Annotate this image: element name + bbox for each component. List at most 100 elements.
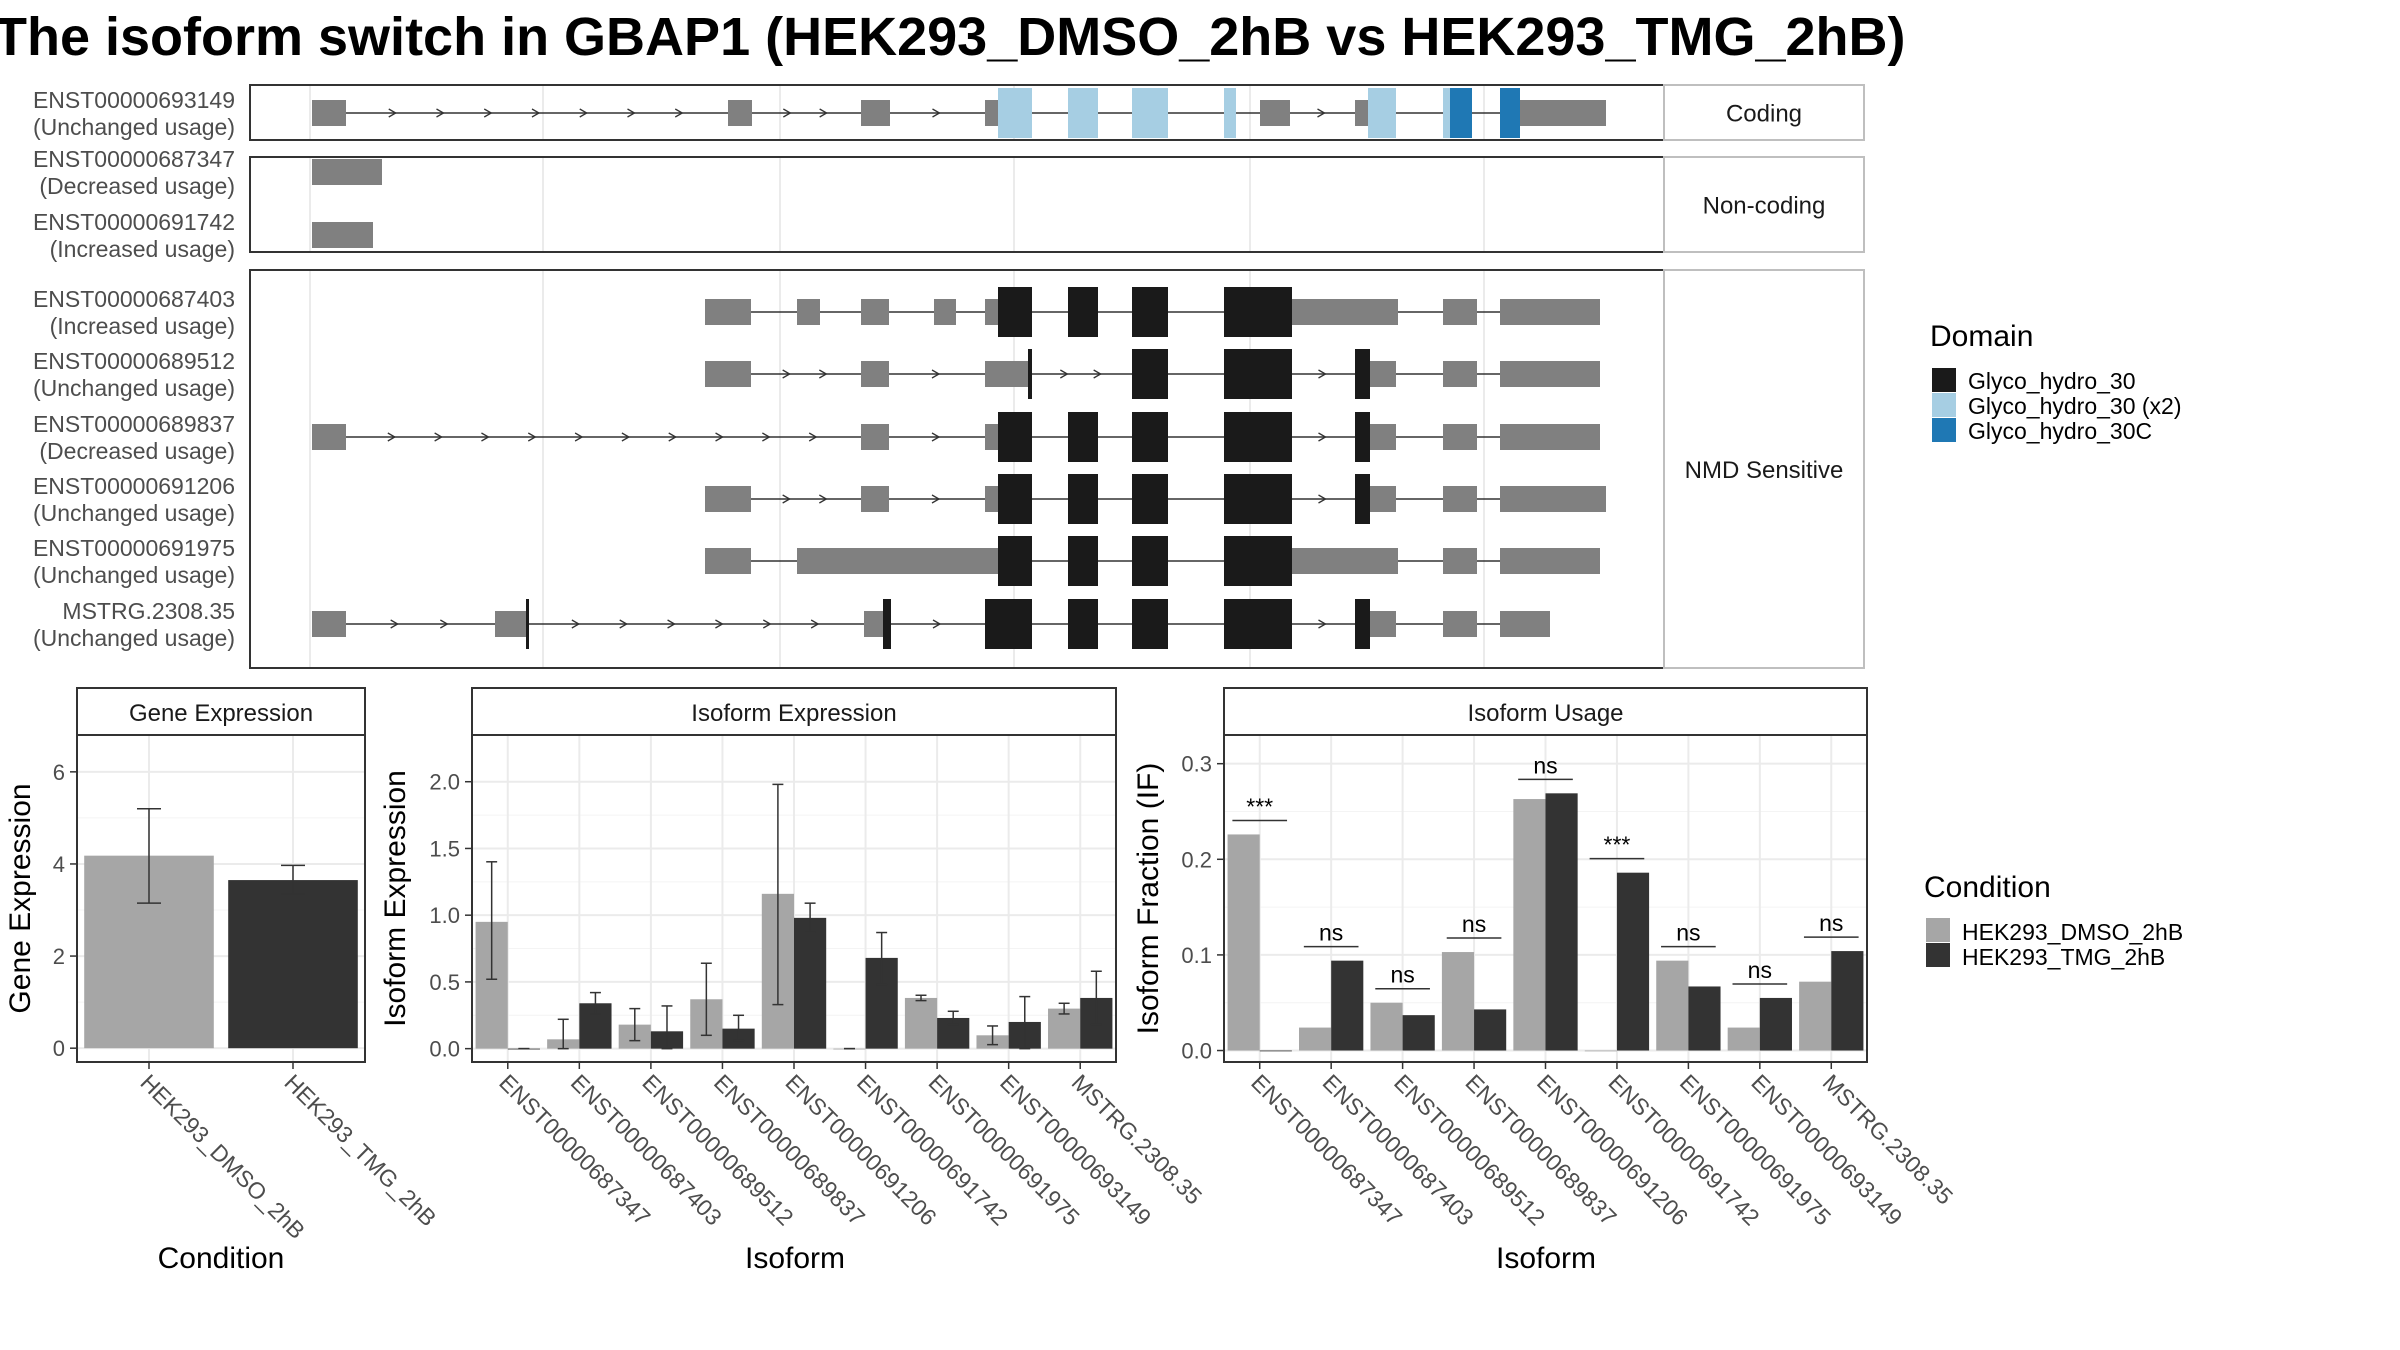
intron-arrow: [810, 619, 820, 629]
intron-arrow: [387, 432, 397, 442]
intron-arrow: [819, 108, 828, 118]
intron-arrow: [819, 494, 828, 504]
exon-block: [312, 611, 346, 637]
y-tick-label: 2.0: [429, 770, 460, 795]
exon-block: [797, 299, 820, 325]
intron-arrow: [436, 108, 445, 118]
bar: [1616, 872, 1650, 1051]
transcript-usage: (Increased usage): [50, 313, 235, 339]
exon-block: [1272, 100, 1290, 126]
domain-block: [998, 287, 1032, 337]
transcript-panel: ENST00000687347(Decreased usage) ENST0000…: [33, 146, 1865, 262]
exon-block: [1010, 361, 1028, 387]
panel-background: [250, 270, 1664, 668]
intron-arrow: [1318, 432, 1327, 442]
domain-block: [1068, 287, 1098, 337]
bar: [1727, 1027, 1760, 1051]
domain-block: [998, 88, 1032, 138]
transcript-id: ENST00000687403: [33, 286, 235, 312]
intron-arrow: [783, 108, 792, 118]
exon-block: [1500, 611, 1550, 637]
domain-block: [526, 599, 529, 649]
exon-block: [312, 159, 382, 185]
domain-block: [1355, 599, 1370, 649]
transcript-panel: ENST00000687403(Increased usage) ENST0000…: [33, 269, 1865, 669]
domain-block: [1443, 88, 1450, 138]
exon-block: [1500, 361, 1600, 387]
chart-title: Isoform Usage: [1467, 700, 1623, 727]
exon-block: [1443, 611, 1477, 637]
intron-arrow: [1093, 369, 1102, 379]
y-tick-label: 0.0: [1181, 1039, 1212, 1064]
exon-block: [705, 486, 751, 512]
transcript-id: ENST00000691742: [33, 209, 235, 235]
intron-arrow: [715, 432, 724, 442]
exon-block: [861, 299, 889, 325]
significance-label: ***: [1246, 793, 1273, 819]
exon-block: [985, 424, 998, 450]
domain-block: [1224, 349, 1292, 399]
intron-arrow: [762, 619, 772, 629]
domain-block: [1132, 412, 1168, 462]
intron-arrow: [782, 494, 791, 504]
transcript-usage: (Unchanged usage): [33, 114, 235, 140]
domain-block: [1224, 474, 1292, 524]
transcript-usage: (Unchanged usage): [33, 500, 235, 526]
exon-block: [1310, 299, 1398, 325]
domain-block: [1368, 88, 1396, 138]
transcript-id: ENST00000689512: [33, 348, 235, 374]
legend-swatch: [1926, 943, 1950, 967]
domain-block: [998, 474, 1032, 524]
domain-block: [1068, 474, 1098, 524]
domain-block: [1068, 599, 1098, 649]
domain-block: [1355, 349, 1370, 399]
exon-block: [728, 100, 752, 126]
transcript-panel: ENST00000693149(Unchanged usage) Coding: [33, 84, 1865, 141]
exon-block: [861, 100, 890, 126]
intron-arrow: [715, 619, 724, 629]
intron-arrow: [808, 432, 818, 442]
bar-charts: Gene Expression 0 2 4 6 HEK293_DMSO_2hBHEK293…: [4, 687, 1958, 1275]
domain-block: [1132, 599, 1168, 649]
chart: Isoform Expression0.00.51.01.52.0ENST000…: [379, 687, 1207, 1275]
domain-block: [998, 536, 1032, 586]
bar: [1831, 951, 1864, 1051]
domain-block: [1355, 474, 1370, 524]
y-axis-label: Isoform Expression: [379, 770, 412, 1027]
x-tick-label: MSTRG.2308.35: [1067, 1069, 1207, 1209]
y-axis-label: Gene Expression: [4, 783, 37, 1013]
exon-block: [312, 222, 373, 248]
domain-block: [1132, 349, 1168, 399]
intron-arrow: [931, 432, 941, 442]
exon-block: [705, 548, 751, 574]
transcript-structure-panels: ENST00000693149(Unchanged usage) CodingEN…: [33, 84, 1865, 669]
transcript-usage: (Decreased usage): [39, 438, 235, 464]
exon-block: [1443, 361, 1477, 387]
domain-block: [1068, 536, 1098, 586]
intron-arrow: [931, 494, 941, 504]
exon-block: [1370, 361, 1396, 387]
intron-arrow: [819, 369, 828, 379]
bar: [1259, 1050, 1292, 1052]
bar: [1799, 981, 1832, 1051]
bar: [1759, 997, 1792, 1051]
domain-block: [1500, 88, 1520, 138]
intron-arrow: [931, 369, 941, 379]
legend-swatch: [1932, 418, 1956, 442]
significance-label: ***: [1604, 832, 1631, 858]
x-axis-label: Condition: [158, 1242, 285, 1275]
domain-block: [1355, 412, 1370, 462]
y-tick-label: 2: [53, 944, 65, 969]
intron-arrow: [1318, 619, 1327, 629]
domain-block: [883, 599, 891, 649]
facet-label: Coding: [1726, 101, 1802, 128]
y-tick-label: 6: [53, 760, 65, 785]
bar: [1584, 1050, 1617, 1052]
significance-label: ns: [1319, 920, 1343, 946]
y-tick-label: 1.0: [429, 903, 460, 928]
intron-arrow: [388, 108, 398, 118]
transcript-usage: (Unchanged usage): [33, 625, 235, 651]
domain-block: [1132, 88, 1168, 138]
panel-background: [250, 157, 1664, 252]
